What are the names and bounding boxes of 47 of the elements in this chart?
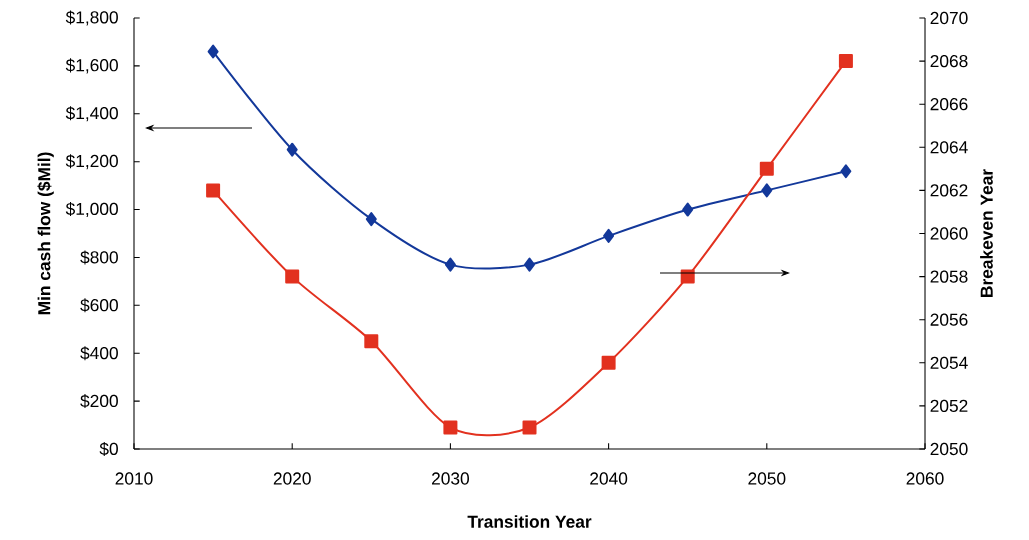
point <box>364 334 379 349</box>
x-tick-label: 2020 <box>273 472 311 485</box>
point <box>444 257 456 272</box>
point <box>285 269 300 284</box>
x-tick-label: 2050 <box>748 472 786 485</box>
y-tick-label: $0 <box>99 441 118 457</box>
y-tick-label: $1,800 <box>65 10 118 26</box>
y2-tick-label: 2056 <box>930 313 968 326</box>
y2-tick-label: 2062 <box>930 184 968 197</box>
y2-tick-label: 2054 <box>930 356 968 369</box>
x-tick-label: 2040 <box>590 472 628 485</box>
y-tick-label: $200 <box>80 394 118 409</box>
point <box>443 420 458 435</box>
y2-tick-label: 2068 <box>930 54 968 68</box>
x-tick-label: 2060 <box>906 472 944 485</box>
y-tick-label: $1,200 <box>65 154 118 170</box>
point <box>207 44 219 59</box>
y2-tick-label: 2060 <box>930 227 968 240</box>
y-tick-label: $1,400 <box>65 106 118 122</box>
y2-tick-label: 2066 <box>930 98 968 111</box>
point <box>522 420 537 435</box>
point <box>682 202 694 217</box>
y2-axis-title: Breakeven Year <box>980 169 993 297</box>
point <box>840 164 852 179</box>
y-tick-label: $1,000 <box>65 202 118 218</box>
y-tick-label: $800 <box>80 250 118 265</box>
point <box>761 183 773 198</box>
y-tick-label: $1,600 <box>65 58 118 74</box>
point <box>286 142 298 157</box>
y2-tick-label: 2052 <box>930 399 968 413</box>
y2-tick-label: 2058 <box>930 270 968 283</box>
point <box>601 355 616 370</box>
point <box>838 54 853 69</box>
point <box>206 183 221 198</box>
y-tick-label: $400 <box>80 346 118 361</box>
point <box>603 228 615 243</box>
y2-tick-label: 2050 <box>930 442 968 456</box>
y2-tick-label: 2064 <box>930 141 968 154</box>
point <box>524 257 535 272</box>
point <box>759 161 774 176</box>
point <box>365 212 377 227</box>
y2-tick-label: 2070 <box>930 11 968 25</box>
x-tick-label: 2030 <box>432 472 469 485</box>
x-axis-title: Transition Year <box>467 515 592 528</box>
y-tick-label: $600 <box>80 298 118 313</box>
x-tick-label: 2010 <box>115 472 153 485</box>
y-axis-title: Min cash flow ($Mil) <box>37 152 54 315</box>
